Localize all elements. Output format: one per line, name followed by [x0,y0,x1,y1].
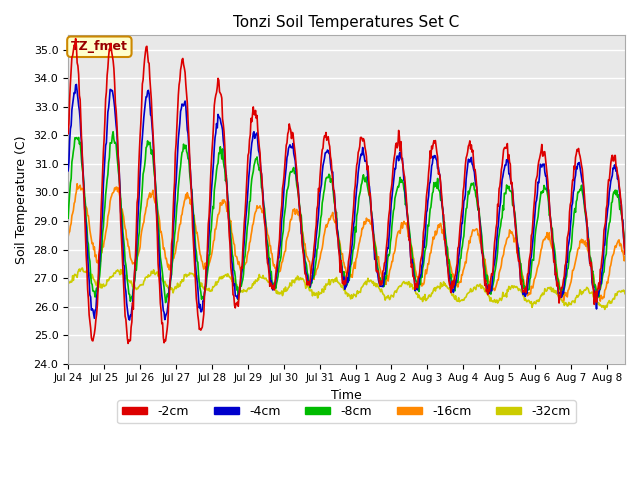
Y-axis label: Soil Temperature (C): Soil Temperature (C) [15,135,28,264]
Legend: -2cm, -4cm, -8cm, -16cm, -32cm: -2cm, -4cm, -8cm, -16cm, -32cm [117,400,576,423]
Title: Tonzi Soil Temperatures Set C: Tonzi Soil Temperatures Set C [234,15,460,30]
Text: TZ_fmet: TZ_fmet [71,40,128,53]
X-axis label: Time: Time [332,389,362,402]
